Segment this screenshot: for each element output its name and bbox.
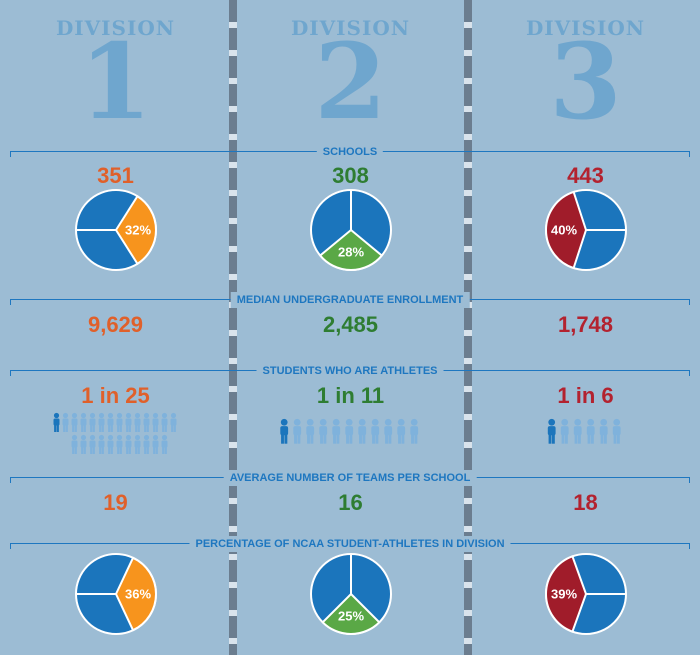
section-title: PERCENTAGE OF NCAA STUDENT-ATHLETES IN D… [189, 536, 511, 552]
person-icon [134, 434, 141, 454]
enrollment-value: 2,485 [322, 312, 379, 337]
schools-pie: 32% [74, 189, 157, 271]
person-icon [71, 412, 78, 432]
person-icon [397, 418, 406, 444]
division-number: 3 [549, 20, 622, 143]
teams-value: 16 [338, 490, 363, 515]
person-icon [80, 434, 87, 454]
schools-count: 351 [97, 163, 134, 188]
section-label-enrollment: MEDIAN UNDERGRADUATE ENROLLMENT [0, 292, 700, 308]
pie-slice-label: 39% [550, 587, 576, 602]
person-icon [134, 412, 141, 432]
person-icon [371, 418, 380, 444]
person-icon [410, 418, 419, 444]
person-icon [53, 412, 60, 432]
division-column-3: DIVISION 3 443 40% 1,748 1 in 6 18 39% [470, 0, 700, 655]
section-title: AVERAGE NUMBER OF TEAMS PER SCHOOL [223, 470, 477, 486]
column-divider-1 [229, 0, 237, 655]
person-icon [116, 434, 123, 454]
person-icon [293, 418, 302, 444]
division-number: 2 [314, 20, 387, 143]
section-title: STUDENTS WHO ARE ATHLETES [256, 363, 444, 379]
person-icon [152, 412, 159, 432]
athletes-pictogram [547, 418, 621, 444]
person-icon [125, 412, 132, 432]
athletes-share-pie: 36% [74, 553, 157, 635]
person-icon [161, 412, 168, 432]
person-icon [116, 412, 123, 432]
person-icon [319, 418, 328, 444]
person-icon [599, 418, 608, 444]
division-label: DIVISION [525, 16, 646, 40]
teams-value: 18 [573, 490, 598, 515]
athletes-pictogram [53, 412, 177, 454]
division-number: 1 [79, 20, 152, 143]
person-icon [573, 418, 582, 444]
athletes-pictogram [280, 418, 419, 444]
person-icon [345, 418, 354, 444]
section-label-share: PERCENTAGE OF NCAA STUDENT-ATHLETES IN D… [0, 536, 700, 552]
person-icon [612, 418, 621, 444]
person-icon [586, 418, 595, 444]
teams-value: 19 [103, 490, 128, 515]
person-icon [143, 412, 150, 432]
person-icon [332, 418, 341, 444]
pie-slice-label: 36% [124, 587, 150, 602]
person-icon [280, 418, 289, 444]
person-icon [143, 434, 150, 454]
person-icon [98, 412, 105, 432]
person-icon [89, 434, 96, 454]
athletes-ratio: 1 in 11 [316, 383, 385, 408]
person-icon [306, 418, 315, 444]
division-column-1: DIVISION 1 351 32% 9,629 1 in 25 19 36% [0, 0, 231, 655]
section-label-schools: SCHOOLS [0, 144, 700, 160]
person-icon [98, 434, 105, 454]
person-icon [152, 434, 159, 454]
pie-slice-label: 25% [337, 609, 363, 624]
section-label-athletes: STUDENTS WHO ARE ATHLETES [0, 363, 700, 379]
person-icon [170, 412, 177, 432]
athletes-ratio: 1 in 25 [81, 383, 150, 408]
person-icon [358, 418, 367, 444]
schools-pie: 40% [544, 189, 627, 271]
athletes-share-pie: 39% [544, 553, 627, 635]
pie-slice-highlight [544, 555, 587, 633]
person-icon [384, 418, 393, 444]
pie-slice-label: 28% [337, 245, 363, 260]
person-icon [80, 412, 87, 432]
schools-pie: 28% [309, 189, 392, 271]
person-icon [161, 434, 168, 454]
pie-slice-highlight [544, 190, 587, 270]
person-icon [71, 434, 78, 454]
section-title: MEDIAN UNDERGRADUATE ENROLLMENT [230, 292, 470, 308]
pie-slice-highlight [318, 228, 383, 271]
person-icon [107, 434, 114, 454]
person-icon [107, 412, 114, 432]
section-label-teams: AVERAGE NUMBER OF TEAMS PER SCHOOL [0, 470, 700, 486]
division-column-2: DIVISION 2 308 28% 2,485 1 in 11 16 25% [235, 0, 466, 655]
pie-slice-highlight [320, 592, 381, 635]
pie-slice-highlight [114, 194, 157, 266]
schools-count: 443 [567, 163, 604, 188]
person-icon [89, 412, 96, 432]
person-icon [125, 434, 132, 454]
pie-slice-label: 40% [550, 223, 576, 238]
enrollment-value: 9,629 [87, 312, 144, 337]
column-divider-2 [464, 0, 472, 655]
athletes-ratio: 1 in 6 [557, 383, 614, 408]
person-icon [560, 418, 569, 444]
enrollment-value: 1,748 [557, 312, 614, 337]
division-label: DIVISION [290, 16, 411, 40]
athletes-share-pie: 25% [309, 553, 392, 635]
person-icon [547, 418, 556, 444]
pie-slice-label: 32% [124, 223, 150, 238]
section-title: SCHOOLS [316, 144, 384, 160]
pie-slice-highlight [114, 556, 157, 632]
person-icon [62, 412, 69, 432]
division-label: DIVISION [55, 16, 176, 40]
schools-count: 308 [332, 163, 369, 188]
